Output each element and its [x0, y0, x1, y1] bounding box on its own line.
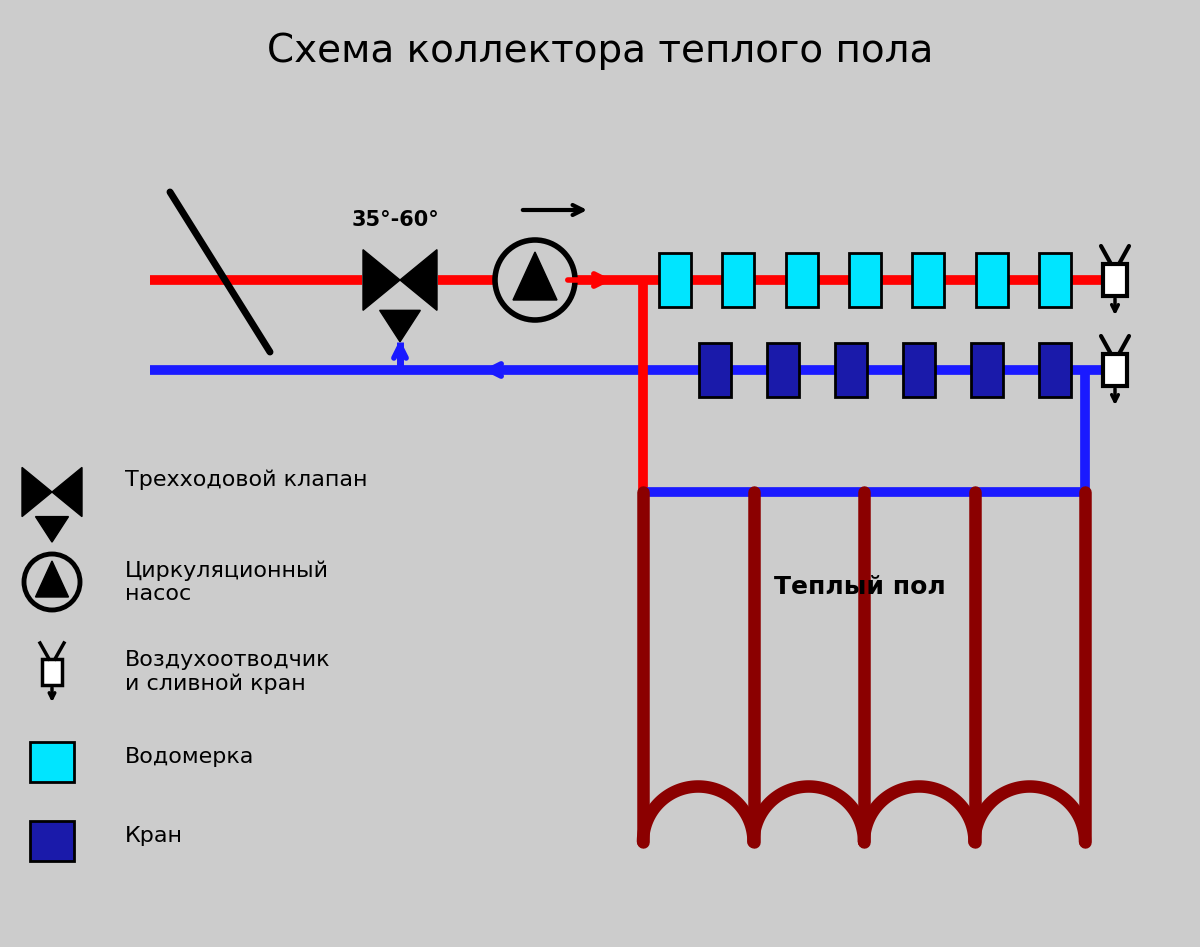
Bar: [722, 253, 755, 307]
Bar: [786, 253, 817, 307]
Bar: [42, 659, 62, 685]
Text: Кран: Кран: [125, 826, 182, 847]
Polygon shape: [364, 250, 400, 311]
Bar: [912, 253, 944, 307]
Polygon shape: [379, 311, 420, 342]
Bar: [1039, 253, 1072, 307]
Polygon shape: [52, 468, 82, 517]
Text: Водомерка: Водомерка: [125, 747, 254, 767]
Polygon shape: [400, 250, 437, 311]
Bar: [971, 343, 1003, 397]
Text: Циркуляционный
насос: Циркуляционный насос: [125, 560, 329, 604]
Text: Трехходовой клапан: Трехходовой клапан: [125, 470, 367, 491]
Polygon shape: [22, 468, 52, 517]
Text: 35°-60°: 35°-60°: [352, 210, 439, 230]
Bar: [1039, 343, 1072, 397]
Bar: [698, 343, 731, 397]
Bar: [850, 253, 881, 307]
Bar: [976, 253, 1008, 307]
Text: Схема коллектора теплого пола: Схема коллектора теплого пола: [266, 32, 934, 70]
Bar: [1103, 264, 1127, 296]
Polygon shape: [36, 561, 68, 597]
Polygon shape: [36, 517, 68, 542]
Bar: [904, 343, 935, 397]
Text: Теплый пол: Теплый пол: [774, 575, 946, 599]
Bar: [659, 253, 691, 307]
Bar: [30, 742, 74, 782]
Bar: [767, 343, 799, 397]
Bar: [835, 343, 866, 397]
Bar: [1103, 354, 1127, 386]
Text: Воздухоотводчик
и сливной кран: Воздухоотводчик и сливной кран: [125, 650, 330, 694]
Polygon shape: [514, 252, 557, 300]
Bar: [30, 821, 74, 861]
